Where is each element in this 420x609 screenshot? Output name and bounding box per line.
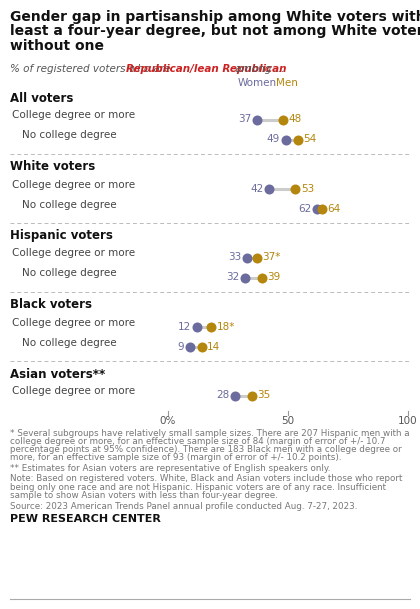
Text: percentage points at 95% confidence). There are 183 Black men with a college deg: percentage points at 95% confidence). Th… [10,445,402,454]
Text: Source: 2023 American Trends Panel annual profile conducted Aug. 7-27, 2023.: Source: 2023 American Trends Panel annua… [10,502,357,510]
Text: No college degree: No college degree [22,200,117,209]
Text: 48: 48 [289,114,302,124]
Text: Republican/lean Republican: Republican/lean Republican [126,63,287,74]
Point [241,273,248,283]
Point [265,184,272,194]
Point [198,342,205,351]
Point [318,203,325,213]
Text: 14: 14 [207,342,220,351]
Text: 12: 12 [178,322,191,331]
Text: 39: 39 [267,272,281,283]
Text: % of registered voters who are: % of registered voters who are [10,63,174,74]
Text: Gender gap in partisanship among White voters with at: Gender gap in partisanship among White v… [10,10,420,24]
Point [280,114,286,124]
Text: 53: 53 [301,183,314,194]
Text: Asian voters**: Asian voters** [10,367,105,381]
Text: Hispanic voters: Hispanic voters [10,230,113,242]
Text: PEW RESEARCH CENTER: PEW RESEARCH CENTER [10,514,161,524]
Text: least a four-year degree, but not among White voters: least a four-year degree, but not among … [10,24,420,38]
Text: Black voters: Black voters [10,298,92,311]
Text: 9: 9 [178,342,184,351]
Point [313,203,320,213]
Text: college degree or more, for an effective sample size of 84 (margin of error of +: college degree or more, for an effective… [10,437,386,446]
Text: All voters: All voters [10,91,74,105]
Point [294,135,301,144]
Text: 49: 49 [267,135,280,144]
Text: being only one race and are not Hispanic. Hispanic voters are of any race. Insuf: being only one race and are not Hispanic… [10,483,386,491]
Text: Note: Based on registered voters. White, Black and Asian voters include those wh: Note: Based on registered voters. White,… [10,474,402,484]
Text: 33: 33 [228,253,241,262]
Text: College degree or more: College degree or more [12,180,135,189]
Point [292,184,299,194]
Text: 0%: 0% [160,417,176,426]
Text: 50: 50 [281,417,294,426]
Text: 37*: 37* [262,253,281,262]
Text: 54: 54 [303,135,316,144]
Text: College degree or more: College degree or more [12,317,135,328]
Text: Men: Men [276,77,298,88]
Text: White voters: White voters [10,161,95,174]
Text: 42: 42 [250,183,263,194]
Point [186,342,193,351]
Text: more, for an effective sample size of 93 (margin of error of +/- 10.2 points).: more, for an effective sample size of 93… [10,453,341,462]
Text: 62: 62 [298,203,311,214]
Text: Women: Women [237,77,276,88]
Point [194,322,200,331]
Text: 28: 28 [216,390,230,401]
Text: 64: 64 [327,203,340,214]
Point [282,135,289,144]
Point [208,322,215,331]
Text: 37: 37 [238,114,251,124]
Point [253,114,260,124]
Text: among ...: among ... [231,63,284,74]
Text: No college degree: No college degree [22,337,117,348]
Text: without one: without one [10,39,104,53]
Text: 32: 32 [226,272,239,283]
Point [249,390,255,400]
Text: No college degree: No college degree [22,269,117,278]
Text: ** Estimates for Asian voters are representative of English speakers only.: ** Estimates for Asian voters are repres… [10,464,331,473]
Point [253,253,260,262]
Text: * Several subgroups have relatively small sample sizes. There are 207 Hispanic m: * Several subgroups have relatively smal… [10,429,409,437]
Text: sample to show Asian voters with less than four-year degree.: sample to show Asian voters with less th… [10,491,278,500]
Text: 100: 100 [398,417,418,426]
Text: College degree or more: College degree or more [12,110,135,121]
Point [244,253,251,262]
Text: College degree or more: College degree or more [12,248,135,258]
Point [258,273,265,283]
Text: College degree or more: College degree or more [12,387,135,396]
Text: 35: 35 [257,390,271,401]
Text: 18*: 18* [217,322,235,331]
Text: No college degree: No college degree [22,130,117,141]
Point [232,390,239,400]
